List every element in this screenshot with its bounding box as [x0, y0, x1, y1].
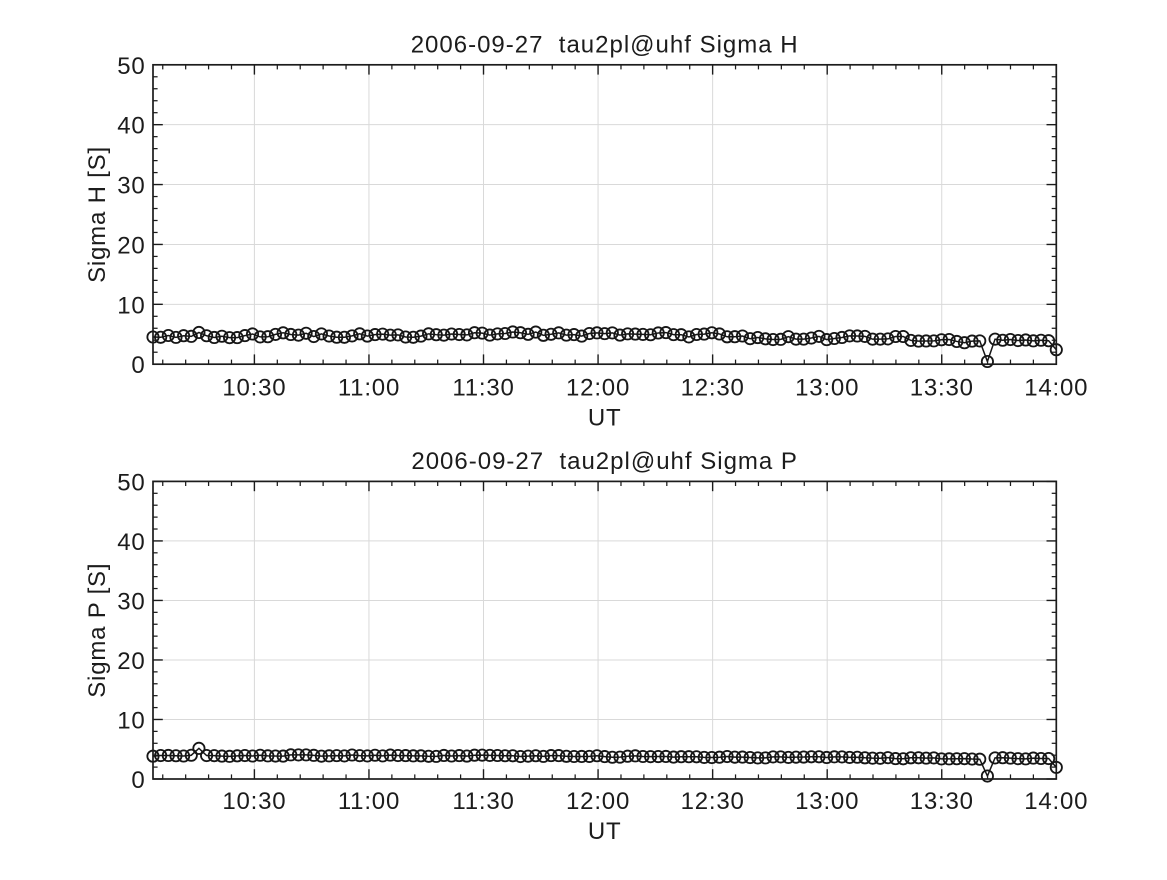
svg-text:12:00: 12:00: [566, 788, 630, 815]
svg-text:11:30: 11:30: [452, 788, 514, 815]
svg-text:12:30: 12:30: [681, 788, 745, 815]
svg-text:12:00: 12:00: [566, 375, 630, 402]
svg-text:13:00: 13:00: [795, 788, 859, 815]
svg-text:13:00: 13:00: [795, 375, 859, 402]
svg-text:Sigma H [S]: Sigma H [S]: [84, 146, 111, 283]
svg-text:14:00: 14:00: [1024, 788, 1088, 815]
svg-text:40: 40: [117, 529, 145, 556]
svg-text:11:00: 11:00: [338, 375, 400, 402]
svg-text:2006-09-27 tau2pl@uhf Sigma P: 2006-09-27 tau2pl@uhf Sigma P: [411, 448, 798, 475]
svg-text:10:30: 10:30: [222, 375, 286, 402]
svg-text:20: 20: [117, 232, 145, 259]
svg-text:11:30: 11:30: [452, 375, 514, 402]
svg-text:30: 30: [117, 173, 145, 200]
svg-text:13:30: 13:30: [910, 375, 974, 402]
svg-text:40: 40: [117, 113, 145, 140]
svg-text:UT: UT: [588, 818, 622, 845]
svg-text:50: 50: [117, 53, 145, 80]
svg-text:10: 10: [117, 707, 145, 734]
svg-text:0: 0: [131, 767, 145, 794]
svg-text:UT: UT: [588, 405, 622, 432]
svg-text:10:30: 10:30: [222, 788, 286, 815]
svg-text:14:00: 14:00: [1024, 375, 1088, 402]
svg-text:13:30: 13:30: [910, 788, 974, 815]
svg-text:11:00: 11:00: [338, 788, 400, 815]
svg-text:20: 20: [117, 648, 145, 675]
svg-text:50: 50: [117, 469, 145, 496]
svg-text:12:30: 12:30: [681, 375, 745, 402]
svg-text:0: 0: [131, 352, 145, 379]
svg-text:10: 10: [117, 292, 145, 319]
svg-text:Sigma P [S]: Sigma P [S]: [84, 563, 111, 698]
svg-text:2006-09-27 tau2pl@uhf Sigma H: 2006-09-27 tau2pl@uhf Sigma H: [411, 31, 799, 58]
svg-text:30: 30: [117, 588, 145, 615]
